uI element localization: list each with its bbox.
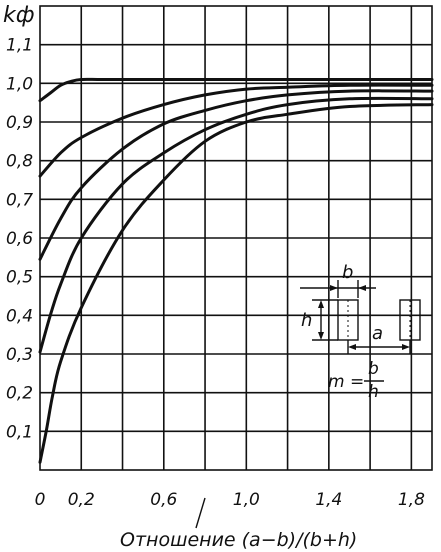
series-line-3: [38, 89, 434, 261]
y-tick-label: 1,0: [6, 74, 33, 94]
y-tick-label: 0,6: [6, 229, 33, 249]
y-tick-label: 0,5: [6, 268, 33, 288]
y-tick-label: 0,1: [6, 422, 33, 442]
series-line-2: [38, 83, 434, 178]
y-axis-label: kф: [3, 3, 35, 28]
y-tick-label: 1,1: [6, 36, 33, 56]
x-tick-label: 1,4: [315, 490, 342, 510]
y-tick-label: 0,8: [6, 152, 33, 172]
inset-formula-lhs: m =: [328, 372, 364, 392]
x-tick-label: 0: [35, 490, 46, 510]
inset-diagram: b h a m = b h: [300, 262, 421, 402]
y-tick-labels: 0,1 0,2 0,3 0,4 0,5 0,6 0,7 0,8 0,9 1,0 1,1: [6, 36, 33, 443]
inset-h-arrow-top: [318, 300, 324, 308]
y-tick-label: 0,4: [6, 306, 33, 326]
series-curves: [38, 77, 434, 464]
x-tick-label: 1,8: [398, 490, 425, 510]
x-tick-label: 0,6: [150, 490, 177, 510]
series-line-4: [38, 96, 434, 354]
y-tick-label: 0,7: [6, 190, 33, 210]
x-tick-label: 0,2: [68, 490, 95, 510]
x-tick-label: 1,0: [233, 490, 260, 510]
inset-formula-numerator: b: [368, 359, 379, 379]
x-axis-label: Отношение (a−b)/(b+h): [120, 529, 357, 551]
inset-b-arrow-left: [330, 285, 338, 291]
inset-a-arrow-right: [402, 344, 410, 350]
series-line-1: [38, 77, 434, 103]
y-tick-label: 0,3: [6, 345, 33, 365]
inset-b-arrow-right: [358, 285, 366, 291]
inset-label-b: b: [342, 262, 353, 283]
series-line-5: [38, 103, 434, 464]
inset-formula-denominator: h: [368, 382, 379, 402]
y-tick-label: 0,9: [6, 113, 33, 133]
x-tick-labels: 0 0,2 0,6 1,0 1,4 1,8: [35, 490, 425, 510]
inset-label-a: a: [372, 323, 383, 344]
inset-label-h: h: [301, 310, 312, 331]
y-tick-label: 0,2: [6, 384, 33, 404]
inset-h-arrow-bottom: [318, 332, 324, 340]
inset-a-arrow-left: [348, 344, 356, 350]
x-label-slash-mark: [195, 497, 206, 529]
